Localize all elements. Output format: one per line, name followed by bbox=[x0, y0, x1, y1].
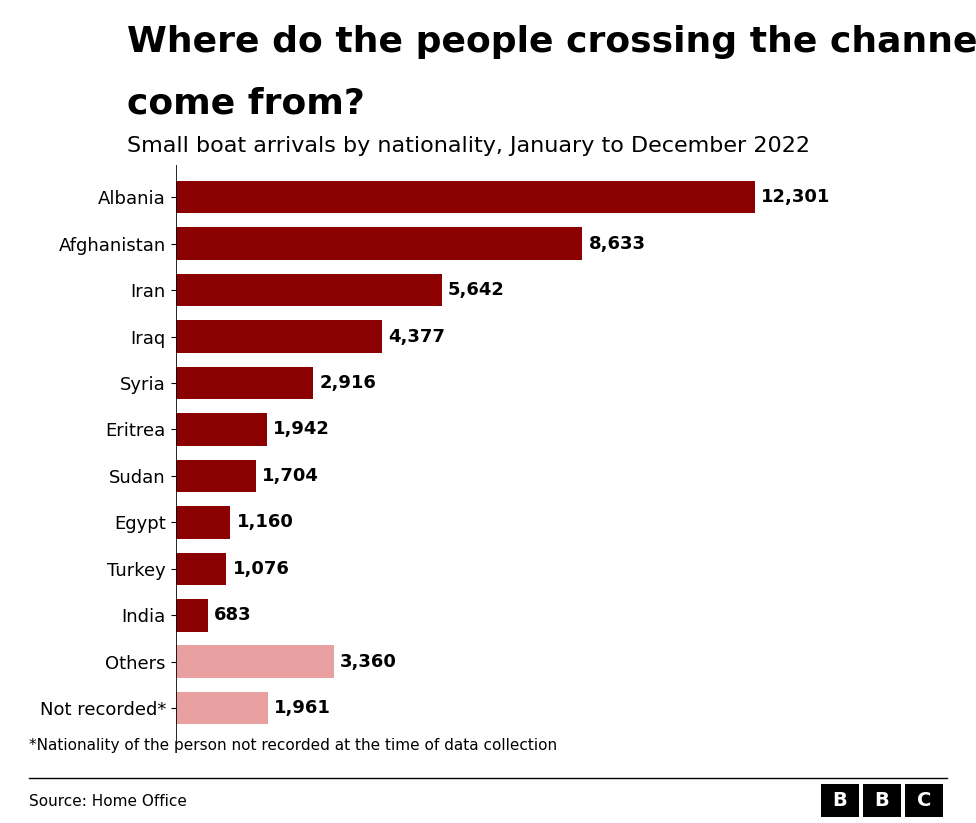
Text: Small boat arrivals by nationality, January to December 2022: Small boat arrivals by nationality, Janu… bbox=[127, 136, 810, 156]
Text: Where do the people crossing the channel: Where do the people crossing the channel bbox=[127, 25, 976, 58]
Text: 1,942: 1,942 bbox=[273, 421, 330, 439]
Text: come from?: come from? bbox=[127, 86, 365, 120]
Text: 1,961: 1,961 bbox=[274, 700, 331, 717]
FancyBboxPatch shape bbox=[821, 783, 859, 817]
Text: 2,916: 2,916 bbox=[319, 374, 376, 392]
Text: 8,633: 8,633 bbox=[589, 235, 645, 253]
Bar bbox=[176, 552, 226, 585]
Bar bbox=[176, 506, 230, 538]
Text: 3,360: 3,360 bbox=[340, 653, 397, 671]
Text: 683: 683 bbox=[214, 607, 252, 625]
Text: C: C bbox=[917, 791, 931, 810]
Text: 12,301: 12,301 bbox=[761, 188, 831, 206]
Bar bbox=[176, 367, 313, 399]
FancyBboxPatch shape bbox=[863, 783, 901, 817]
Text: 5,642: 5,642 bbox=[448, 281, 505, 299]
Text: *Nationality of the person not recorded at the time of data collection: *Nationality of the person not recorded … bbox=[29, 738, 557, 753]
Text: 1,076: 1,076 bbox=[232, 560, 289, 578]
Bar bbox=[176, 413, 267, 446]
Text: Source: Home Office: Source: Home Office bbox=[29, 794, 187, 809]
Bar bbox=[176, 181, 755, 213]
Text: 4,377: 4,377 bbox=[388, 328, 445, 346]
Text: 1,704: 1,704 bbox=[263, 467, 319, 485]
Bar bbox=[176, 227, 583, 260]
Text: B: B bbox=[874, 791, 889, 810]
Bar bbox=[176, 459, 256, 492]
Bar bbox=[176, 692, 268, 724]
FancyBboxPatch shape bbox=[906, 783, 944, 817]
Text: 1,160: 1,160 bbox=[236, 514, 294, 532]
Text: B: B bbox=[833, 791, 847, 810]
Bar bbox=[176, 320, 382, 353]
Bar bbox=[176, 645, 334, 678]
Bar bbox=[176, 599, 208, 631]
Bar bbox=[176, 274, 441, 306]
